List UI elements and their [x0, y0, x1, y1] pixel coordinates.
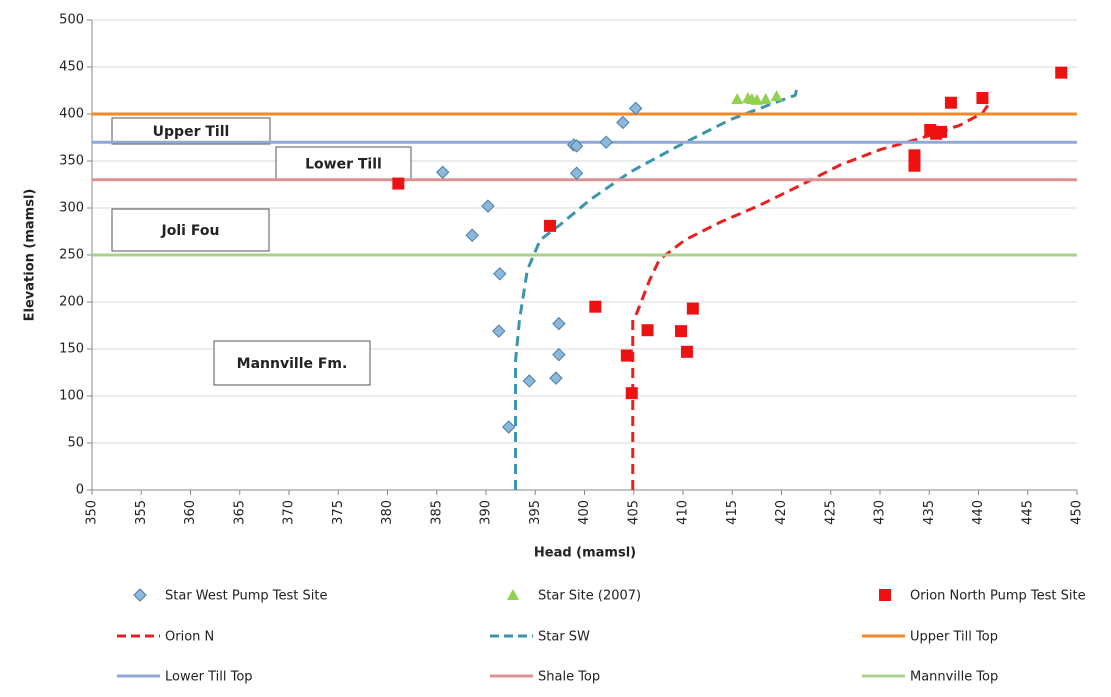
legend-swatch [133, 588, 147, 602]
y-tick-label: 50 [67, 436, 84, 451]
point [750, 93, 763, 105]
point [629, 101, 643, 116]
annotation-box [111, 117, 271, 145]
x-tick-label: 450 [1070, 500, 1085, 525]
point [392, 177, 405, 190]
annotation: Joli Fou [161, 223, 220, 239]
x-tick-label: 440 [971, 500, 986, 525]
legend-label: Orion North Pump Test Site [910, 589, 1086, 604]
dashed-line [631, 103, 990, 490]
y-tick-label: 350 [59, 154, 84, 169]
point [641, 324, 654, 337]
y-tick-label: 200 [59, 295, 84, 310]
x-axis-title: Head (mamsl) [534, 546, 636, 561]
x-tick-label: 400 [577, 500, 592, 525]
point [944, 96, 957, 109]
legend-label: Star West Pump Test Site [165, 589, 327, 604]
point [552, 347, 566, 362]
legend-swatch [507, 589, 519, 600]
point [569, 139, 584, 153]
x-tick-label: 405 [626, 500, 641, 525]
x-tick-label: 365 [232, 500, 247, 525]
legend-label: Shale Top [538, 670, 600, 685]
legend-label: Star Site (2007) [538, 589, 641, 604]
legend-label: Mannville Top [910, 670, 998, 685]
point [492, 324, 506, 338]
point [549, 371, 563, 385]
legend-label: Star SW [538, 630, 590, 645]
point [501, 420, 516, 434]
x-tick-label: 415 [725, 500, 740, 525]
point [620, 349, 633, 362]
point [770, 90, 783, 102]
annotation-box [111, 208, 270, 252]
x-tick-label: 380 [380, 500, 395, 525]
annotation: Upper Till [153, 124, 230, 140]
point [731, 92, 744, 104]
x-tick-label: 360 [183, 500, 198, 525]
x-tick-label: 395 [528, 500, 543, 525]
y-tick-label: 500 [59, 13, 84, 28]
legend-label: Upper Till Top [910, 630, 998, 645]
dashed-line [514, 86, 799, 490]
point [552, 316, 566, 331]
x-tick-label: 430 [873, 500, 888, 525]
point [599, 135, 613, 149]
point [522, 374, 537, 388]
annotation: Mannville Fm. [237, 356, 348, 372]
x-tick-label: 420 [774, 500, 789, 525]
point [935, 125, 948, 138]
point [675, 325, 688, 338]
point [680, 345, 693, 358]
point [908, 159, 921, 172]
point [625, 387, 638, 400]
y-tick-label: 250 [59, 248, 84, 263]
point [544, 219, 557, 232]
legend-label: Lower Till Top [165, 670, 253, 685]
y-tick-label: 450 [59, 60, 84, 75]
x-tick-label: 355 [134, 500, 149, 525]
y-tick-label: 150 [59, 342, 84, 357]
point [616, 115, 630, 130]
x-tick-label: 350 [85, 500, 100, 525]
x-tick-label: 385 [429, 500, 444, 525]
point [589, 300, 602, 313]
point [1055, 66, 1068, 79]
x-tick-label: 370 [282, 500, 297, 525]
annotation-box [213, 340, 371, 386]
legend-swatch [879, 589, 891, 601]
x-tick-label: 435 [922, 500, 937, 525]
x-tick-label: 410 [676, 500, 691, 525]
x-tick-label: 375 [331, 500, 346, 525]
y-tick-label: 300 [59, 201, 84, 216]
y-tick-label: 400 [59, 107, 84, 122]
point [759, 92, 772, 104]
x-tick-label: 390 [479, 500, 494, 525]
y-axis-title: Elevation (mamsl) [23, 189, 38, 322]
annotation: Lower Till [305, 157, 382, 173]
legend-label: Orion N [165, 630, 214, 645]
x-tick-label: 445 [1020, 500, 1035, 525]
point [493, 267, 507, 281]
point [569, 166, 584, 180]
x-tick-label: 425 [823, 500, 838, 525]
point [435, 165, 450, 179]
point [908, 149, 921, 162]
annotation-box [275, 146, 412, 181]
y-tick-label: 0 [76, 483, 84, 498]
y-tick-label: 100 [59, 389, 84, 404]
point [465, 228, 479, 242]
point [976, 92, 989, 105]
point [481, 199, 495, 213]
point [686, 302, 699, 315]
